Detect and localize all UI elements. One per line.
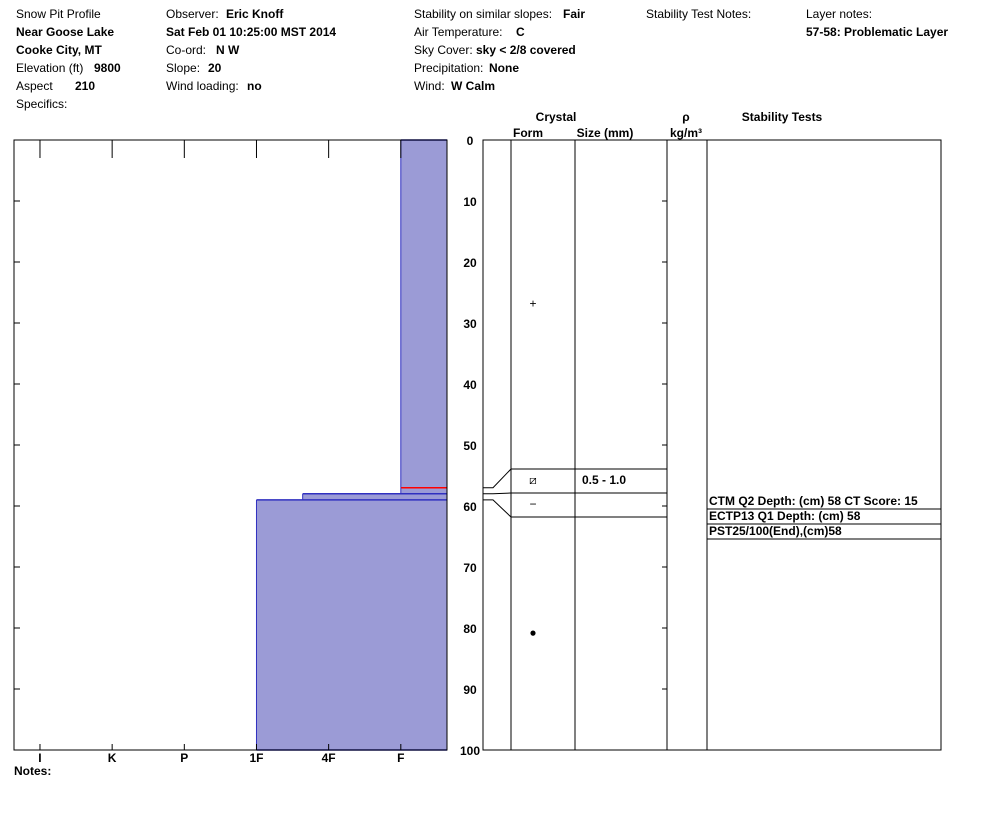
column-header: kg/m³ <box>670 126 702 140</box>
y-tick-label: 40 <box>463 378 477 392</box>
field-label: Stability Test Notes: <box>646 7 752 21</box>
y-tick-label: 0 <box>467 134 474 148</box>
y-tick-label: 70 <box>463 561 477 575</box>
x-tick-label: 4F <box>322 751 336 765</box>
field-value: 9800 <box>94 61 121 75</box>
hardness-bar <box>400 140 447 488</box>
field-label: Elevation (ft) <box>16 61 84 75</box>
y-tick-label: 50 <box>463 439 477 453</box>
x-tick-label: F <box>397 751 404 765</box>
stability-test: PST25/100(End),(cm)58 <box>709 524 842 538</box>
x-tick-label: P <box>180 751 188 765</box>
y-tick-label: 80 <box>463 622 477 636</box>
hardness-bar <box>256 499 447 750</box>
field-label: Sky Cover: <box>414 43 473 57</box>
field-label: Layer notes: <box>806 7 873 21</box>
field-value: 210 <box>75 79 96 93</box>
y-tick-label: 10 <box>463 195 477 209</box>
y-tick-label: 60 <box>463 500 477 514</box>
field-value: None <box>489 61 519 75</box>
field-value: W Calm <box>451 79 496 93</box>
column-header: Size (mm) <box>577 126 634 140</box>
field-value: Eric Knoff <box>226 7 284 21</box>
field-value: sky < 2/8 covered <box>476 43 576 57</box>
title: Snow Pit Profile <box>16 7 101 21</box>
field-label: Aspect <box>16 79 53 93</box>
grain-form: + <box>529 297 536 311</box>
location: Near Goose Lake <box>16 25 115 39</box>
grain-size: 0.5 - 1.0 <box>582 473 626 487</box>
field-value: N W <box>216 43 240 57</box>
field-label: Air Temperature: <box>414 25 503 39</box>
table-frame <box>482 139 942 751</box>
field-label: Observer: <box>166 7 219 21</box>
layer-connector <box>483 468 667 489</box>
stability-test: CTM Q2 Depth: (cm) 58 CT Score: 15 <box>709 494 918 508</box>
date: Sat Feb 01 10:25:00 MST 2014 <box>166 25 337 39</box>
field-value: 57-58: Problematic Layer <box>806 25 949 39</box>
y-tick-label: 20 <box>463 256 477 270</box>
field-label: Precipitation: <box>414 61 484 75</box>
field-value: C <box>516 25 525 39</box>
grain-form: ● <box>529 626 536 640</box>
x-tick-label: I <box>38 751 41 765</box>
y-tick-label: 90 <box>463 683 477 697</box>
field-label: Wind loading: <box>166 79 239 93</box>
field-label: Specifics: <box>16 97 68 111</box>
x-tick-label: 1F <box>249 751 263 765</box>
x-tick-label: K <box>108 751 117 765</box>
hardness-bar <box>302 493 447 500</box>
field-label: Stability on similar slopes: <box>414 7 553 21</box>
hardness-bar <box>400 487 447 494</box>
field-label: Slope: <box>166 61 201 75</box>
field-label: Wind: <box>414 79 445 93</box>
y-tick-label: 100 <box>460 744 480 758</box>
column-header: Crystal <box>536 110 577 124</box>
y-tick-label: 30 <box>463 317 477 331</box>
column-header: ρ <box>682 110 689 124</box>
column-header: Form <box>513 126 543 140</box>
region: Cooke City, MT <box>16 43 102 57</box>
grain-form: − <box>529 497 536 511</box>
grain-form: ⧄ <box>529 473 537 487</box>
field-label: Co-ord: <box>166 43 207 57</box>
field-value: no <box>247 79 262 93</box>
layer-connector <box>483 499 667 518</box>
layer-connector <box>483 492 667 495</box>
notes-label: Notes: <box>14 764 52 778</box>
column-header: Stability Tests <box>742 110 823 124</box>
field-value: 20 <box>208 61 222 75</box>
field-value: Fair <box>563 7 586 21</box>
stability-test: ECTP13 Q1 Depth: (cm) 58 <box>709 509 861 523</box>
